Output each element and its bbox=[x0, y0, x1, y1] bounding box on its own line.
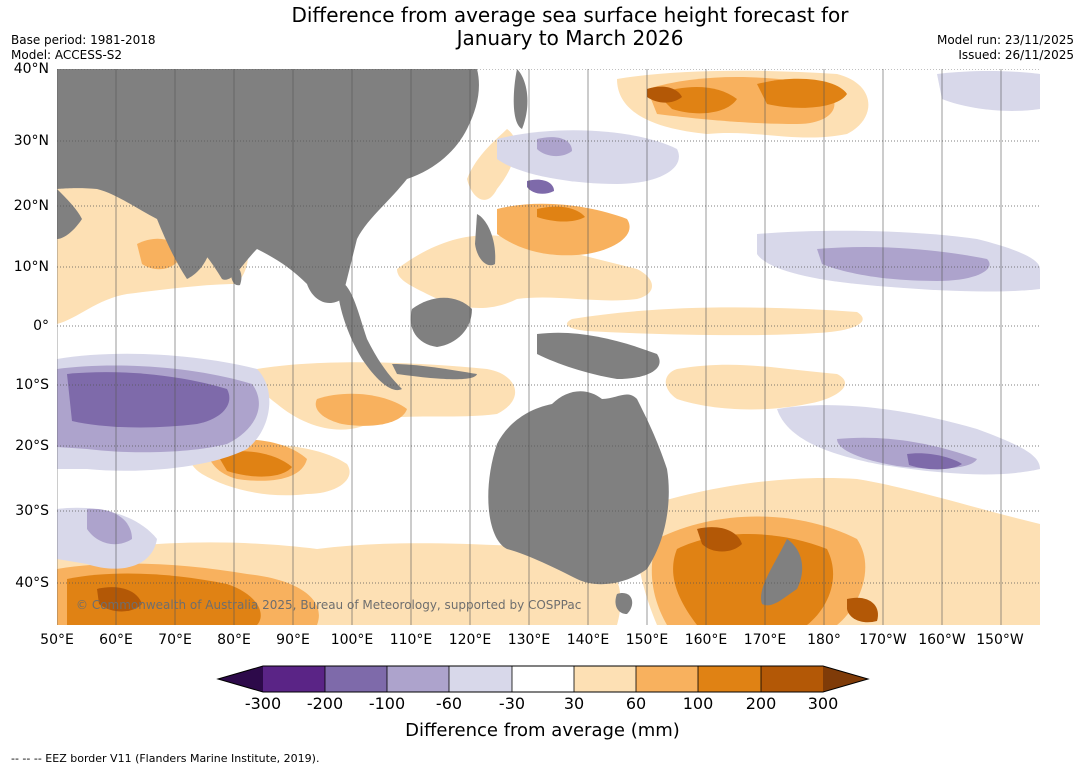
lat-label: 20°S bbox=[15, 438, 49, 454]
lat-label: 20°N bbox=[13, 198, 49, 214]
legend-swatch bbox=[387, 666, 449, 692]
lat-label: 40°S bbox=[15, 575, 49, 591]
model-run: Model run: 23/11/2025 bbox=[936, 33, 1074, 47]
legend-extend-high bbox=[823, 666, 868, 692]
model-name: Model: ACCESS-S2 bbox=[11, 48, 123, 62]
title-line-2: January to March 2026 bbox=[456, 26, 684, 50]
title-line-1: Difference from average sea surface heig… bbox=[291, 3, 849, 27]
issued-date: Issued: 26/11/2025 bbox=[958, 48, 1074, 62]
legend-swatch bbox=[325, 666, 387, 692]
lon-label: 150°W bbox=[976, 632, 1024, 648]
map-canvas bbox=[57, 69, 1040, 625]
legend-swatch bbox=[449, 666, 512, 692]
lat-label: 30°N bbox=[13, 133, 49, 149]
legend-swatch bbox=[761, 666, 823, 692]
legend-tick: -60 bbox=[435, 694, 463, 713]
legend-units: Difference from average (mm) bbox=[405, 720, 680, 741]
legend-tick: 100 bbox=[682, 694, 714, 713]
lat-label: 10°N bbox=[13, 259, 49, 275]
meta-left: Base period: 1981-2018 Model: ACCESS-S2 bbox=[11, 33, 156, 63]
base-period: Base period: 1981-2018 bbox=[11, 33, 156, 47]
lon-label: 170°W bbox=[859, 632, 907, 648]
legend-tick: -200 bbox=[306, 694, 344, 713]
legend-swatch bbox=[263, 666, 325, 692]
lon-label: 50°E bbox=[40, 632, 74, 648]
lat-label: 0° bbox=[33, 318, 49, 334]
legend-extend-low bbox=[218, 666, 263, 692]
land-masses bbox=[57, 69, 803, 614]
legend-outline bbox=[216, 665, 870, 693]
lon-label: 150°E bbox=[625, 632, 669, 648]
colour-legend bbox=[216, 665, 870, 693]
graticule bbox=[57, 69, 1040, 584]
map-title: Difference from average sea surface heig… bbox=[200, 4, 940, 50]
anomaly-200-300-regions bbox=[97, 86, 878, 623]
lon-label: 120°E bbox=[448, 632, 492, 648]
legend-tick: 30 bbox=[563, 694, 585, 713]
lon-label: 100°E bbox=[330, 632, 374, 648]
lon-label: 170°E bbox=[743, 632, 787, 648]
legend-swatch bbox=[636, 666, 698, 692]
lon-label: 180° bbox=[807, 632, 841, 648]
lon-label: 140°E bbox=[566, 632, 610, 648]
meridians bbox=[57, 69, 1002, 625]
lon-label: 70°E bbox=[158, 632, 192, 648]
legend-swatch bbox=[512, 666, 574, 692]
anomaly-100-200-regions bbox=[67, 78, 847, 625]
lon-label: 160°E bbox=[684, 632, 728, 648]
lon-label: 90°E bbox=[276, 632, 310, 648]
lon-label: 160°W bbox=[918, 632, 966, 648]
legend-tick: 200 bbox=[745, 694, 777, 713]
footnote: -- -- -- EEZ border V11 (Flanders Marine… bbox=[11, 752, 320, 765]
lat-label: 10°S bbox=[15, 377, 49, 393]
legend-swatch bbox=[698, 666, 761, 692]
lat-label: 30°S bbox=[15, 503, 49, 519]
lon-label: 80°E bbox=[217, 632, 251, 648]
legend-tick: 300 bbox=[807, 694, 839, 713]
anomaly-neg100-neg200-regions bbox=[67, 179, 962, 470]
map-panel bbox=[57, 69, 1040, 625]
lon-label: 130°E bbox=[507, 632, 551, 648]
legend-tick: 60 bbox=[625, 694, 647, 713]
legend-tick: -30 bbox=[498, 694, 526, 713]
copyright-notice: © Commonwealth of Australia 2025, Bureau… bbox=[76, 598, 582, 612]
lon-label: 110°E bbox=[389, 632, 433, 648]
meta-right: Model run: 23/11/2025 Issued: 26/11/2025 bbox=[937, 33, 1074, 63]
legend-dividers bbox=[324, 666, 762, 692]
legend-tick: -100 bbox=[368, 694, 406, 713]
lat-label: 40°N bbox=[13, 61, 49, 77]
lon-label: 60°E bbox=[99, 632, 133, 648]
legend-tick: -300 bbox=[244, 694, 282, 713]
legend-swatch bbox=[574, 666, 636, 692]
